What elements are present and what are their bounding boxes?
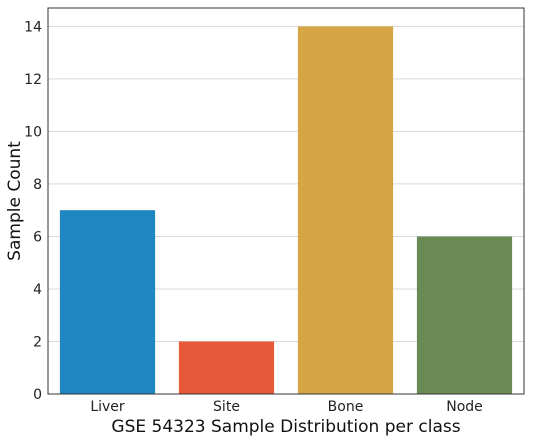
y-tick-label: 8	[33, 177, 42, 193]
plot-frame	[47, 7, 525, 395]
bar-node	[416, 236, 513, 394]
bar-site	[178, 341, 275, 394]
bars	[59, 26, 513, 395]
x-axis-label: GSE 54323 Sample Distribution per class	[111, 417, 460, 437]
x-tick-label-node: Node	[446, 399, 483, 415]
x-tick-label-site: Site	[213, 399, 240, 415]
y-tick-labels: 0 2 4 6 8 10 12 14	[24, 19, 42, 403]
y-tick-label: 14	[24, 19, 42, 35]
bar-bone	[297, 26, 394, 395]
bar-liver	[59, 210, 156, 394]
y-tick-label: 0	[33, 387, 42, 403]
y-axis-label: Sample Count	[5, 141, 25, 261]
x-tick-label-liver: Liver	[90, 399, 125, 415]
y-tick-label: 4	[33, 282, 42, 298]
y-tick-label: 2	[33, 334, 42, 350]
y-tick-label: 6	[33, 229, 42, 245]
y-tick-label: 10	[24, 124, 42, 140]
x-tick-labels: Liver Site Bone Node	[90, 399, 482, 415]
x-tick-label-bone: Bone	[328, 399, 364, 415]
y-tick-label: 12	[24, 72, 42, 88]
